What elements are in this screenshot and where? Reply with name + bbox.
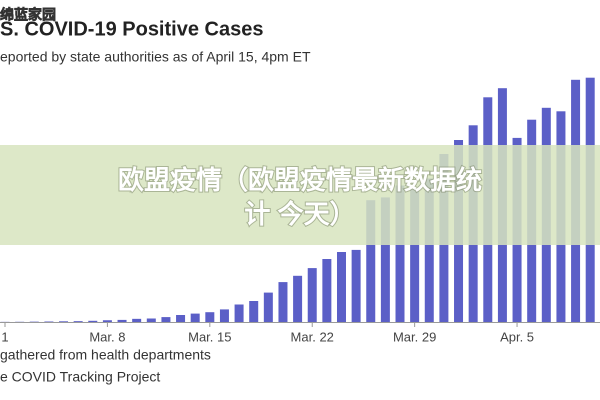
x-tick-label: Mar. 8 (89, 329, 125, 344)
x-tick-label: Mar. 29 (393, 329, 436, 344)
footnote: e COVID Tracking Project (0, 369, 160, 385)
bar (293, 275, 303, 322)
x-tick-label: Apr. 5 (500, 329, 534, 344)
bar (249, 301, 259, 322)
chart-subtitle: eported by state authorities as of April… (0, 49, 311, 65)
banner (0, 145, 600, 245)
bar (205, 312, 215, 322)
bar (395, 185, 405, 322)
bar (380, 197, 390, 322)
x-tick-label: 1 (1, 329, 8, 344)
bar (263, 292, 273, 322)
bar (59, 321, 69, 322)
bar (410, 189, 420, 322)
bar (322, 259, 332, 322)
banner-text: 计 今天） (244, 199, 355, 229)
bar (336, 252, 346, 322)
bar (88, 320, 98, 322)
x-tick-label: Mar. 22 (291, 329, 334, 344)
bar (132, 318, 142, 322)
bar (117, 319, 127, 322)
watermark: 绵蓝家园 (0, 7, 56, 23)
bar (424, 178, 434, 322)
bar (219, 309, 229, 322)
bar (146, 318, 156, 322)
bar (351, 249, 361, 322)
bar (278, 282, 288, 322)
bar (366, 200, 376, 322)
x-tick-label: Mar. 15 (188, 329, 231, 344)
bar (176, 315, 186, 322)
chart-title: S. COVID-19 Positive Cases (0, 18, 263, 40)
bar (234, 304, 244, 322)
bar (102, 320, 112, 322)
footnote: gathered from health departments (0, 347, 211, 363)
bar (190, 313, 200, 322)
bar (307, 268, 317, 322)
banner-text: 欧盟疫情（欧盟疫情最新数据统 (118, 165, 482, 195)
bar (161, 317, 171, 322)
bar (73, 321, 83, 322)
